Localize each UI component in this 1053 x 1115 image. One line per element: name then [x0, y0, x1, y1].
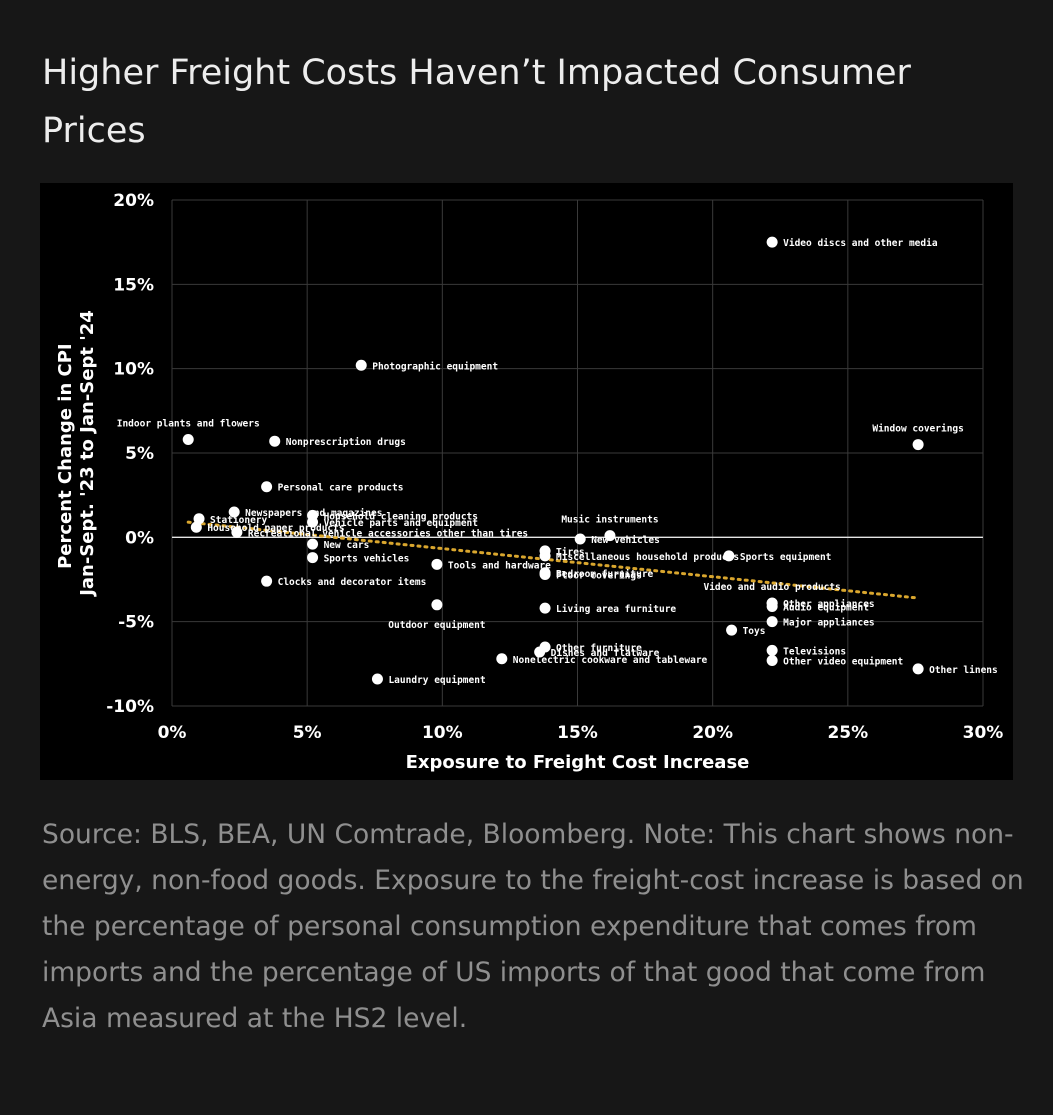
data-point [539, 568, 551, 580]
data-point [604, 530, 616, 542]
x-tick-label: 30% [963, 723, 1004, 743]
data-point-label: Toys [743, 626, 766, 637]
data-point [574, 533, 586, 545]
data-point-label: Miscellaneous household products [556, 552, 739, 563]
data-point-label: Floor coverings [556, 570, 642, 581]
data-point-label: Televisions [783, 646, 846, 657]
data-point-label: Indoor plants and flowers [117, 419, 260, 430]
chart: Video discs and other media Photographic … [40, 183, 1013, 780]
data-point [431, 558, 443, 570]
trendline [186, 520, 920, 600]
grid-lines [171, 199, 984, 707]
data-point [726, 624, 738, 636]
data-point [766, 616, 778, 628]
data-point-label: Window coverings [872, 424, 964, 435]
chart-title: Higher Freight Costs Haven’t Impacted Co… [42, 53, 911, 151]
data-point [766, 600, 778, 612]
data-point-label: Tools and hardware [448, 560, 551, 571]
data-point-label: Personal care products [278, 483, 404, 494]
data-point [307, 552, 319, 564]
data-point [307, 538, 319, 550]
data-point-label: New cars [324, 540, 370, 551]
data-point [766, 654, 778, 666]
data-point [355, 359, 367, 371]
data-point-label: Vehicle parts and equipment [324, 518, 478, 529]
data-point [766, 644, 778, 656]
data-point-label: Outdoor equipment [388, 620, 485, 631]
data-point-label: Nonprescription drugs [286, 437, 406, 448]
data-point-label: Bedroom furniture [556, 569, 654, 580]
data-point-label: New vehicles [591, 535, 660, 546]
y-axis-title-line-1: Percent Change in CPI [55, 343, 76, 569]
data-point-label: Recreational vehicle accessories other t… [248, 528, 528, 539]
data-point-label: Household paper products [207, 523, 344, 534]
data-point-label: Sports vehicles [324, 554, 410, 565]
data-point-label: Music instruments [561, 515, 658, 526]
y-tick-label: -5% [118, 613, 154, 633]
data-point [534, 646, 546, 658]
y-tick-label: -10% [106, 697, 154, 717]
data-point [723, 550, 735, 562]
data-point [496, 653, 508, 665]
data-point-label: Nonelectric cookware and tableware [513, 655, 708, 666]
data-point [261, 575, 273, 587]
scatter-plot: Video discs and other media Photographic … [55, 191, 1003, 773]
x-tick-label: 5% [293, 723, 322, 743]
data-point-label: Dishes and flatware [551, 648, 660, 659]
data-point [190, 521, 202, 533]
data-point-label: Tires [556, 547, 585, 558]
y-tick-label: 20% [113, 191, 154, 211]
data-point-label: Other linens [929, 665, 998, 676]
y-tick-label: 10% [113, 360, 154, 380]
data-point-label: Stationery [210, 515, 267, 526]
y-axis-title-line-2: Jan-Sept. '23 to Jan-Sept '24 [77, 310, 98, 598]
data-point-label: Living area furniture [556, 604, 676, 615]
data-point [261, 481, 273, 493]
data-point [539, 550, 551, 562]
x-tick-label: 0% [158, 723, 187, 743]
data-point-label: Sports equipment [740, 552, 832, 563]
y-tick-label: 0% [125, 528, 154, 548]
data-point [307, 516, 319, 528]
data-point-label: Clocks and decorator items [278, 577, 427, 588]
trendline-layer [186, 520, 920, 600]
x-tick-label: 25% [827, 723, 868, 743]
data-point-label: Video discs and other media [783, 238, 938, 249]
data-points: Video discs and other media Photographic … [117, 236, 998, 686]
data-point-label: Photographic equipment [372, 361, 498, 372]
data-point [912, 439, 924, 451]
y-axis-title: Percent Change in CPI Jan-Sept. '23 to J… [55, 310, 98, 598]
data-point [228, 506, 240, 518]
data-point-label: Video and audio products [703, 582, 840, 593]
x-tick-label: 15% [557, 723, 598, 743]
data-point-label: Other furniture [556, 643, 642, 654]
data-point [371, 673, 383, 685]
data-point [193, 513, 205, 525]
data-point [912, 663, 924, 675]
data-point-label: Household cleaning products [324, 511, 478, 522]
data-point [182, 434, 194, 446]
axis-ticks: 0% 5% 10% 15% 20% 25% 30% -10% -5% 0% 5% 10% 15% 20% [106, 191, 1003, 743]
x-tick-label: 20% [692, 723, 733, 743]
x-axis-title: Exposure to Freight Cost Increase [406, 752, 750, 773]
data-point [269, 435, 281, 447]
data-point-label: Other appliances [783, 599, 875, 610]
data-point [231, 526, 243, 538]
x-tick-label: 10% [422, 723, 463, 743]
data-point-label: Laundry equipment [388, 675, 485, 686]
data-point [431, 599, 443, 611]
data-point-label: Other video equipment [783, 656, 903, 667]
y-tick-label: 15% [113, 275, 154, 295]
data-point [539, 602, 551, 614]
y-tick-label: 5% [125, 444, 154, 464]
data-point-label: Audio equipment [783, 602, 869, 613]
data-point [766, 236, 778, 248]
data-point-label: Major appliances [783, 618, 875, 629]
source-note: Source: BLS, BEA, UN Comtrade, Bloomberg… [42, 819, 1024, 1034]
